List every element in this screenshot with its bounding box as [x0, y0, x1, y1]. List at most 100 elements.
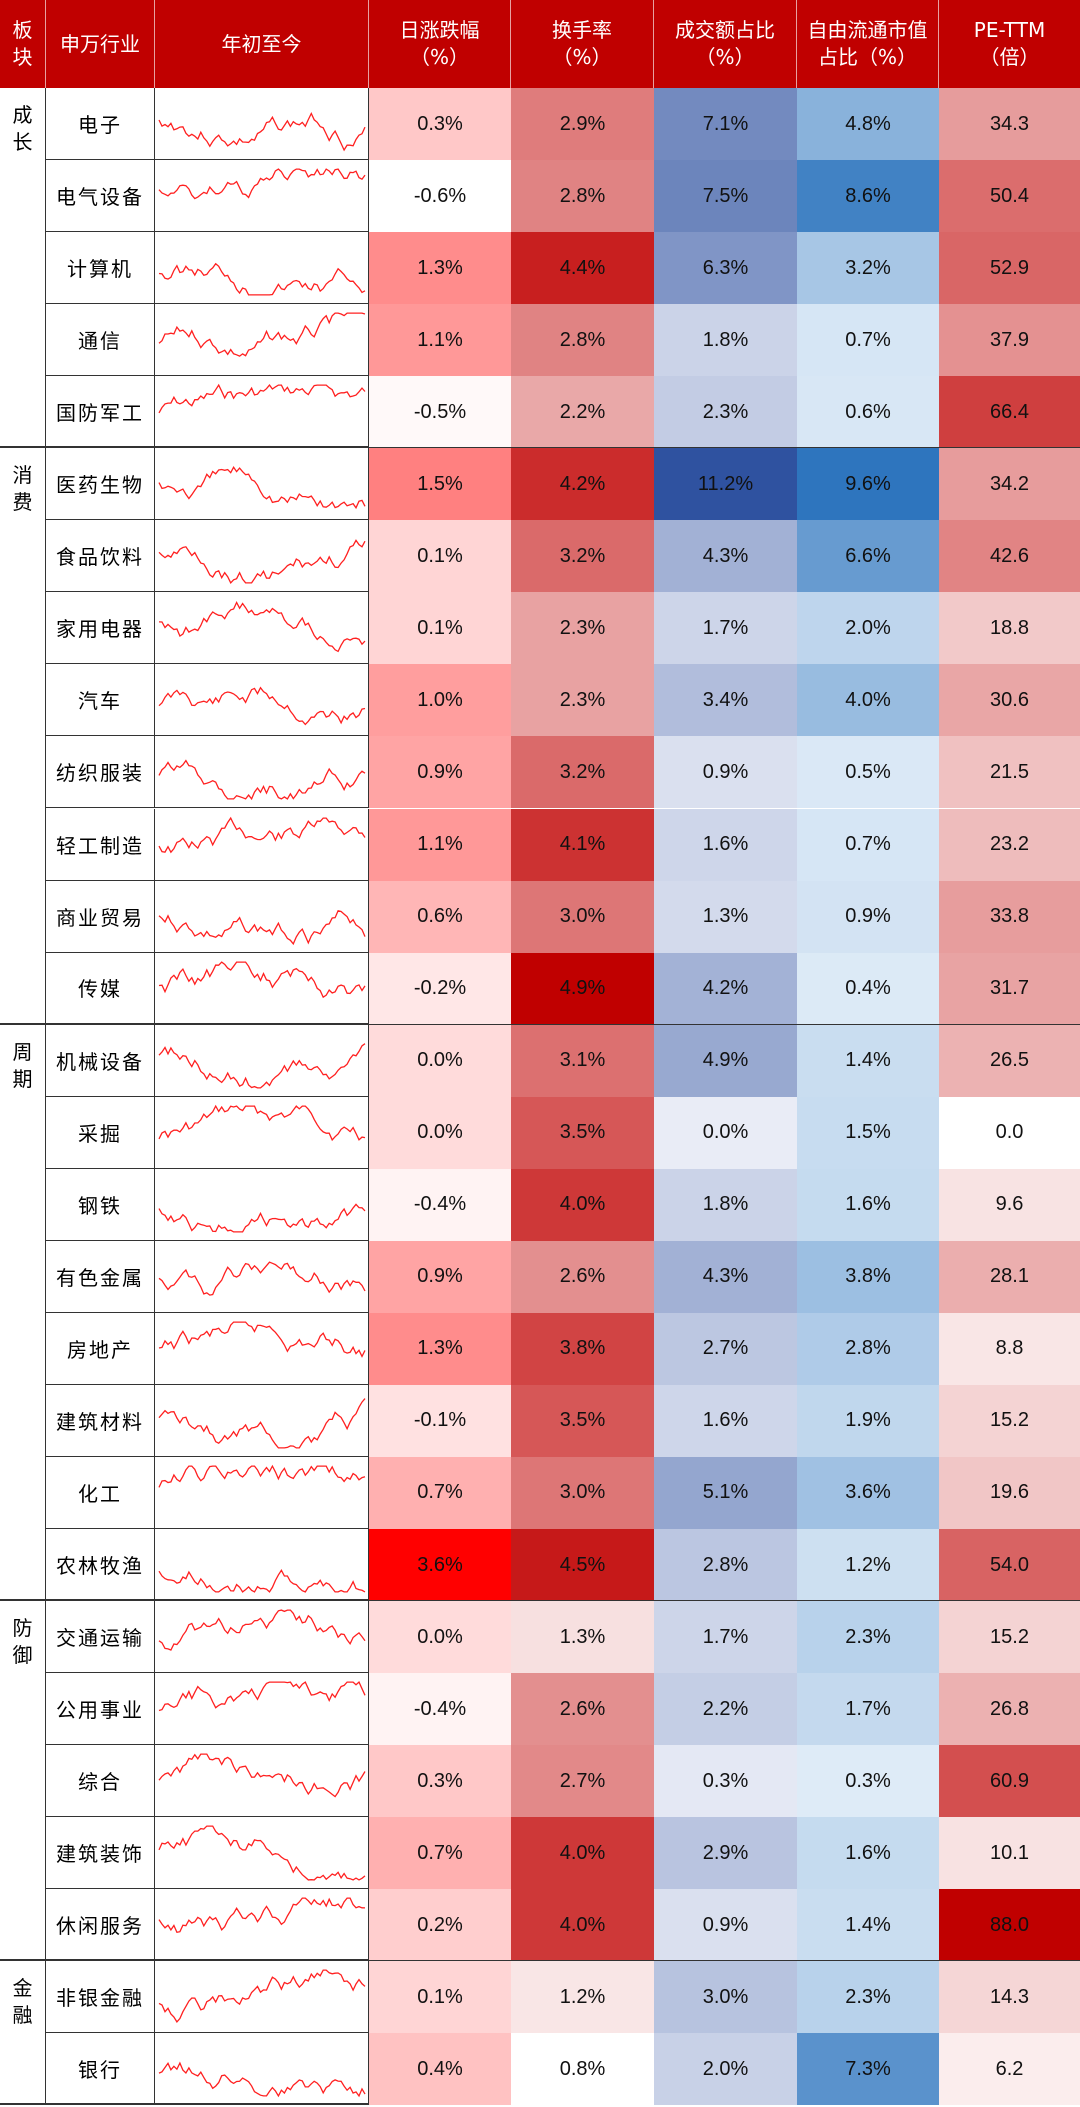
- industry-name: 交通运输: [46, 1601, 155, 1674]
- header-ytd: 年初至今: [155, 0, 369, 88]
- sector-2: 周期: [0, 1024, 46, 1602]
- industry-name: 电子: [46, 88, 155, 161]
- ytd-sparkline: [155, 808, 369, 881]
- sparkline-path: [158, 262, 366, 296]
- header-float-cap-share-line1: 自由流通市值: [807, 18, 928, 42]
- cell-daily: 0.9%: [369, 736, 511, 809]
- industry-name: 轻工制造: [46, 808, 155, 881]
- cell-cap: 3.8%: [797, 1240, 939, 1313]
- cell-daily: 1.3%: [369, 232, 511, 305]
- cell-vol: 6.3%: [654, 232, 797, 305]
- ytd-sparkline: [155, 952, 369, 1025]
- cell-turnover: 4.5%: [511, 1529, 654, 1602]
- sparkline-svg: [158, 1042, 366, 1089]
- cell-turnover: 2.2%: [511, 376, 654, 449]
- cell-daily: 1.0%: [369, 664, 511, 737]
- sector-label: 防: [12, 1616, 33, 1641]
- ytd-sparkline: [155, 304, 369, 377]
- header-turnover-line2: （%）: [552, 45, 612, 69]
- cell-vol: 7.5%: [654, 160, 797, 233]
- sparkline-svg: [158, 383, 366, 414]
- cell-vol: 1.7%: [654, 592, 797, 665]
- sparkline-path: [158, 601, 366, 653]
- cell-daily: -0.5%: [369, 376, 511, 449]
- sparkline-path: [158, 759, 366, 801]
- ytd-sparkline: [155, 1024, 369, 1097]
- header-ytd-label: 年初至今: [221, 31, 302, 56]
- cell-vol: 1.3%: [654, 880, 797, 953]
- cell-pe: 30.6: [939, 664, 1080, 737]
- sector-label: 御: [12, 1643, 33, 1668]
- sector-label: 成: [12, 103, 33, 127]
- ytd-sparkline: [155, 664, 369, 737]
- cell-daily: 0.0%: [369, 1096, 511, 1169]
- cell-daily: 3.6%: [369, 1529, 511, 1602]
- sparkline-path: [158, 1398, 366, 1449]
- cell-pe: 28.1: [939, 1240, 1080, 1313]
- sector-3: 防御: [0, 1601, 46, 1962]
- cell-cap: 0.6%: [797, 376, 939, 449]
- cell-turnover: 4.0%: [511, 1168, 654, 1241]
- cell-cap: 0.7%: [797, 808, 939, 881]
- cell-cap: 1.6%: [797, 1817, 939, 1890]
- cell-daily: 0.7%: [369, 1817, 511, 1890]
- ytd-sparkline: [155, 1529, 369, 1602]
- sparkline-svg: [158, 1464, 366, 1488]
- cell-turnover: 3.8%: [511, 1312, 654, 1385]
- cell-daily: -0.2%: [369, 952, 511, 1025]
- ytd-sparkline: [155, 1745, 369, 1818]
- ytd-sparkline: [155, 1817, 369, 1890]
- industry-name: 房地产: [46, 1312, 155, 1385]
- sparkline-svg: [158, 539, 366, 585]
- sparkline-path: [158, 1203, 366, 1233]
- sector-label: 期: [12, 1066, 33, 1091]
- cell-daily: -0.4%: [369, 1673, 511, 1746]
- cell-turnover: 4.1%: [511, 808, 654, 881]
- cell-turnover: 2.6%: [511, 1673, 654, 1746]
- cell-turnover: 3.5%: [511, 1096, 654, 1169]
- ytd-sparkline: [155, 232, 369, 305]
- sparkline-path: [158, 1321, 366, 1358]
- sparkline-path: [158, 960, 366, 998]
- cell-cap: 0.9%: [797, 880, 939, 953]
- sparkline-path: [158, 466, 366, 510]
- industry-name: 电气设备: [46, 160, 155, 233]
- cell-pe: 0.0: [939, 1096, 1080, 1169]
- industry-name: 建筑装饰: [46, 1817, 155, 1890]
- cell-turnover: 4.0%: [511, 1889, 654, 1962]
- header-daily-change: 日涨跌幅 （%）: [369, 0, 511, 88]
- cell-cap: 2.3%: [797, 1961, 939, 2034]
- ytd-sparkline: [155, 2033, 369, 2106]
- industry-name: 医药生物: [46, 448, 155, 521]
- sparkline-svg: [158, 909, 366, 945]
- industry-name: 钢铁: [46, 1168, 155, 1241]
- cell-vol: 0.9%: [654, 1889, 797, 1962]
- header-float-cap-share: 自由流通市值 占比（%）: [797, 0, 939, 88]
- cell-pe: 26.5: [939, 1024, 1080, 1097]
- cell-pe: 10.1: [939, 1817, 1080, 1890]
- sparkline-svg: [158, 262, 366, 296]
- cell-cap: 1.9%: [797, 1384, 939, 1457]
- cell-vol: 1.6%: [654, 808, 797, 881]
- sparkline-path: [158, 1104, 366, 1141]
- cell-pe: 33.8: [939, 880, 1080, 953]
- sector-label: 长: [12, 130, 33, 154]
- cell-pe: 26.8: [939, 1673, 1080, 1746]
- cell-pe: 34.3: [939, 88, 1080, 161]
- cell-cap: 1.5%: [797, 1096, 939, 1169]
- industry-name: 综合: [46, 1745, 155, 1818]
- cell-cap: 1.2%: [797, 1529, 939, 1602]
- cell-turnover: 2.6%: [511, 1240, 654, 1313]
- cell-cap: 6.6%: [797, 520, 939, 593]
- cell-pe: 60.9: [939, 1745, 1080, 1818]
- industry-name: 家用电器: [46, 592, 155, 665]
- cell-pe: 42.6: [939, 520, 1080, 593]
- sparkline-svg: [158, 1825, 366, 1881]
- industry-name: 农林牧渔: [46, 1529, 155, 1602]
- industry-name: 计算机: [46, 232, 155, 305]
- sparkline-svg: [158, 759, 366, 801]
- cell-cap: 3.6%: [797, 1456, 939, 1529]
- cell-cap: 1.7%: [797, 1673, 939, 1746]
- sparkline-svg: [158, 1753, 366, 1798]
- ytd-sparkline: [155, 88, 369, 161]
